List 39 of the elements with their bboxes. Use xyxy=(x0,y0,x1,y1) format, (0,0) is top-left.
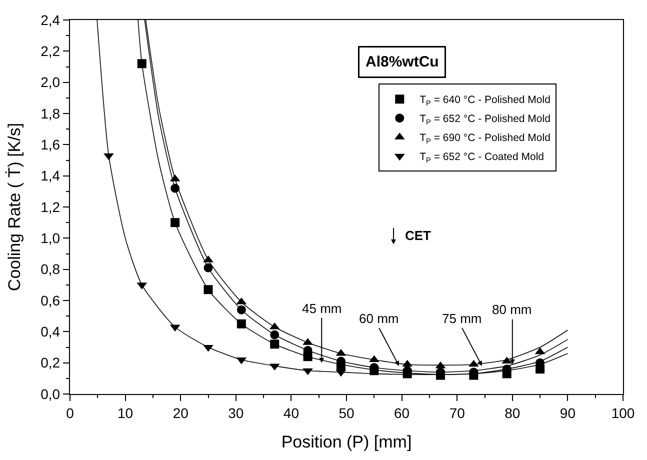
y-tick-label: 2,0 xyxy=(40,74,60,90)
legend-label: T$_{P}$ = 652 °C - Coated Mold xyxy=(420,151,544,164)
y-tick-label: 1,4 xyxy=(40,168,60,184)
y-tick-label: 1,0 xyxy=(40,230,60,246)
x-tick-label: 20 xyxy=(172,404,189,421)
y-tick-label: 1,2 xyxy=(40,198,60,215)
y-axis-title: Cooling Rate ( Ṫ) [K/s] xyxy=(5,122,24,292)
point xyxy=(270,340,280,349)
point xyxy=(137,59,146,68)
annotation: 80 mm xyxy=(492,302,532,317)
annotation: CET xyxy=(405,228,432,243)
x-tick-label: 90 xyxy=(560,404,576,421)
y-tick-label: 2,4 xyxy=(40,12,60,28)
y-tick-label: 1,6 xyxy=(40,136,60,153)
x-tick-label: 80 xyxy=(504,404,520,421)
x-tick-label: 60 xyxy=(394,404,410,421)
y-tick-label: 0,2 xyxy=(40,354,60,371)
x-tick-label: 50 xyxy=(338,404,354,421)
legend-label: T$_{P}$ = 652 °C - Polished Mold xyxy=(420,113,551,126)
annotation: 75 mm xyxy=(442,311,482,326)
point xyxy=(170,218,180,228)
x-axis-title: Position (P) [mm] xyxy=(281,432,412,452)
y-tick-label: 0,4 xyxy=(40,324,60,340)
x-tick-label: 40 xyxy=(283,404,300,421)
legend-label: T$_{P}$ = 640 °C - Polished Mold xyxy=(420,94,551,108)
annotation: Al8%wtCu xyxy=(366,54,439,70)
y-tick-label: 2,2 xyxy=(40,43,60,60)
x-tick-label: 70 xyxy=(449,404,466,421)
y-tick-label: 0,8 xyxy=(40,261,60,278)
y-tick-label: 1,8 xyxy=(40,105,60,122)
y-tick-label: 0,0 xyxy=(40,386,60,402)
annotation: 60 mm xyxy=(359,311,399,326)
x-tick-label: 100 xyxy=(611,404,635,421)
x-tick-label: 10 xyxy=(118,404,134,421)
y-tick-label: 0,6 xyxy=(40,292,60,308)
x-tick-label: 0 xyxy=(66,404,74,421)
x-tick-label: 30 xyxy=(228,404,244,421)
legend-label: T$_{P}$ = 690 °C - Polished Mold xyxy=(420,132,551,146)
annotation: 45 mm xyxy=(302,301,342,316)
